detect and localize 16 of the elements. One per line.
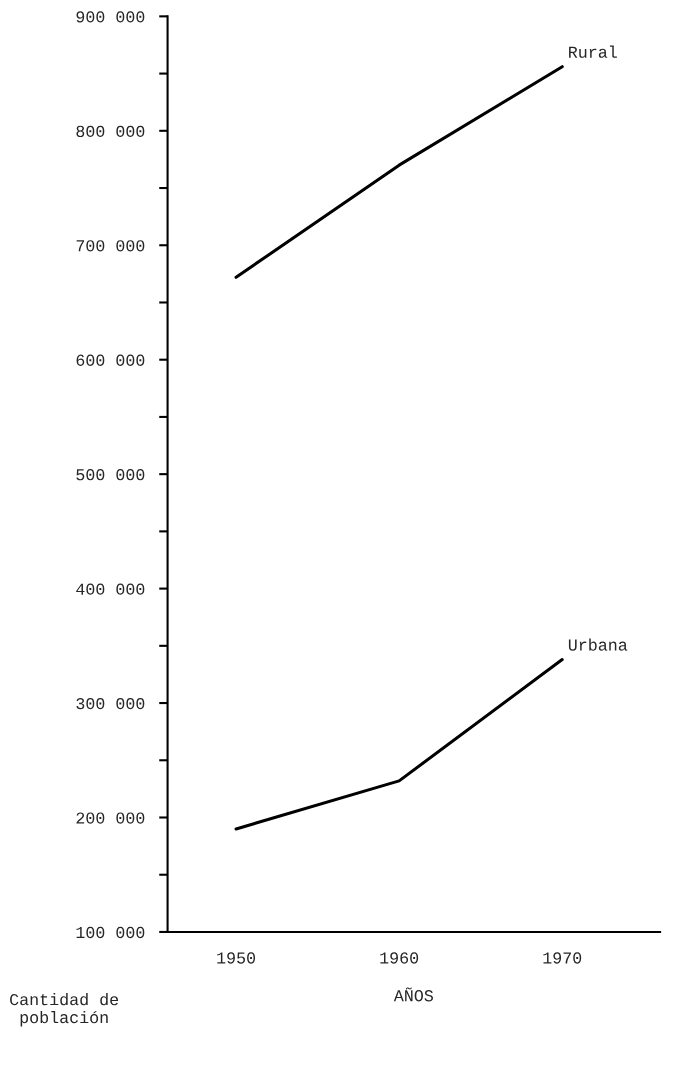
- y-tick-label: 800 000: [76, 125, 145, 137]
- series-label: Rural: [569, 45, 617, 58]
- x-tick-label: 1970: [543, 952, 582, 964]
- y-tick-label: 600 000: [76, 354, 145, 366]
- y-tick-label: 300 000: [76, 697, 145, 710]
- y-axis-title: Cantidad de población: [10, 993, 119, 1027]
- series-label: Urbana: [568, 638, 628, 651]
- y-tick-label: 700 000: [76, 240, 145, 252]
- y-tick-label: 100 000: [76, 926, 145, 939]
- y-tick-label: 900 000: [76, 11, 145, 23]
- x-tick-label: 1960: [380, 952, 419, 964]
- y-tick-label: 500 000: [76, 469, 145, 481]
- y-tick-label: 400 000: [76, 583, 145, 595]
- y-tick-label: 200 000: [76, 812, 145, 824]
- x-axis-title: AÑOS: [393, 987, 433, 1002]
- x-tick-label: 1950: [217, 952, 256, 964]
